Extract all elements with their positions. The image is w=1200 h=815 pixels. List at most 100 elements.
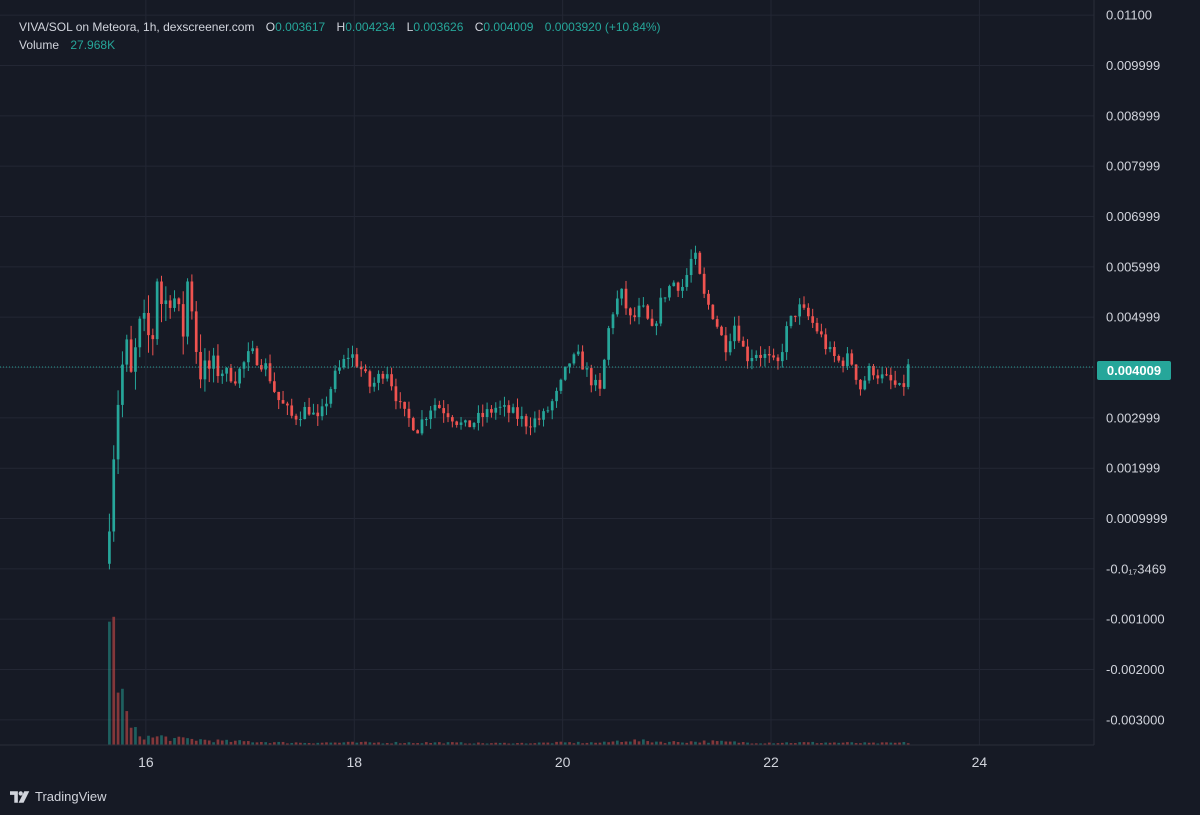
candle: [498, 400, 502, 416]
volume-bar: [733, 741, 736, 745]
volume-bar: [437, 742, 441, 745]
candle: [320, 398, 324, 421]
candle: [364, 364, 367, 374]
candle: [351, 345, 354, 367]
candle: [346, 348, 350, 369]
x-axis[interactable]: 16 18 20 22 24: [138, 754, 987, 770]
candle: [299, 411, 302, 427]
candle: [889, 367, 893, 390]
volume-bar: [390, 743, 393, 745]
volume-bar: [589, 742, 593, 745]
volume-bar: [464, 743, 467, 745]
candle: [594, 374, 597, 392]
high-value: 0.004234: [345, 20, 396, 34]
volume-bar: [759, 743, 762, 745]
ohlc-row: VIVA/SOL on Meteora, 1h, dexscreener.com…: [19, 18, 661, 36]
volume-bar: [737, 742, 741, 745]
candle: [372, 377, 376, 392]
volume-bar: [190, 738, 194, 745]
volume-bar: [233, 740, 237, 745]
candle: [312, 403, 315, 415]
y-tick-label: 0.009999: [1106, 58, 1160, 73]
volume-bar: [459, 742, 463, 745]
candle: [672, 280, 676, 287]
candle: [754, 350, 758, 361]
volume-row: Volume 27.968K: [19, 36, 661, 54]
candle: [763, 349, 767, 367]
candle: [507, 400, 511, 423]
volume-bar: [642, 739, 645, 745]
volume-bar: [833, 742, 836, 745]
candle: [793, 315, 797, 323]
volume-bar: [815, 743, 819, 745]
volume-bar: [312, 743, 315, 745]
volume-bar: [108, 621, 111, 745]
open-value: 0.003617: [275, 20, 326, 34]
volume-bar: [568, 742, 571, 745]
candle: [173, 290, 176, 312]
volume-bar: [559, 741, 563, 745]
volume-bar: [303, 742, 307, 745]
x-tick-label: 20: [555, 754, 571, 770]
candle: [711, 304, 715, 320]
volume-bar: [663, 743, 667, 745]
candle: [802, 296, 806, 310]
candle: [815, 317, 819, 334]
volume-bar: [685, 742, 689, 745]
volume-bar: [411, 743, 415, 745]
volume-bar: [142, 739, 146, 745]
candle: [906, 358, 910, 390]
volume-bar: [785, 742, 788, 745]
candle: [416, 429, 419, 434]
candle: [511, 403, 515, 414]
candle: [629, 307, 632, 325]
volume-bar: [273, 742, 276, 745]
candle: [615, 290, 619, 317]
volume-bar: [550, 743, 554, 745]
candle: [668, 284, 671, 301]
volume-bar: [472, 743, 476, 745]
volume-bar: [116, 692, 120, 745]
candle: [164, 286, 168, 322]
volume-bar: [802, 742, 806, 745]
volume-bar: [633, 739, 637, 745]
volume-bar: [555, 741, 558, 745]
candle: [468, 420, 472, 428]
tradingview-branding[interactable]: TradingView: [10, 789, 107, 804]
y-tick-label: -0.003000: [1106, 712, 1165, 727]
symbol-title[interactable]: VIVA/SOL on Meteora, 1h, dexscreener.com: [19, 20, 255, 34]
volume-bar: [173, 738, 176, 745]
candle: [520, 406, 524, 427]
candle: [898, 382, 901, 386]
candle: [216, 344, 220, 383]
candle: [720, 325, 723, 336]
candle: [655, 320, 658, 336]
candle: [281, 390, 285, 404]
candle: [116, 390, 120, 475]
candle: [516, 398, 519, 426]
candle: [181, 291, 185, 355]
high-label: H: [336, 20, 346, 34]
candle: [108, 513, 111, 570]
volume-bar: [286, 743, 289, 745]
candle: [846, 347, 849, 370]
candle: [572, 352, 576, 366]
candle: [385, 367, 389, 382]
y-tick-label: 0.007999: [1106, 159, 1160, 174]
candle: [529, 417, 532, 436]
volume-bar: [754, 743, 758, 745]
volume-bar: [672, 741, 676, 745]
candle: [251, 340, 255, 354]
volume-bar: [837, 742, 841, 745]
candle: [160, 275, 163, 323]
x-tick-label: 22: [763, 754, 779, 770]
candle: [407, 401, 411, 427]
candle: [268, 354, 272, 384]
volume-bar: [220, 740, 224, 745]
volume-bar: [468, 743, 472, 745]
candle: [442, 400, 446, 423]
candle: [194, 301, 198, 364]
candle: [481, 404, 485, 427]
candle: [715, 315, 719, 329]
